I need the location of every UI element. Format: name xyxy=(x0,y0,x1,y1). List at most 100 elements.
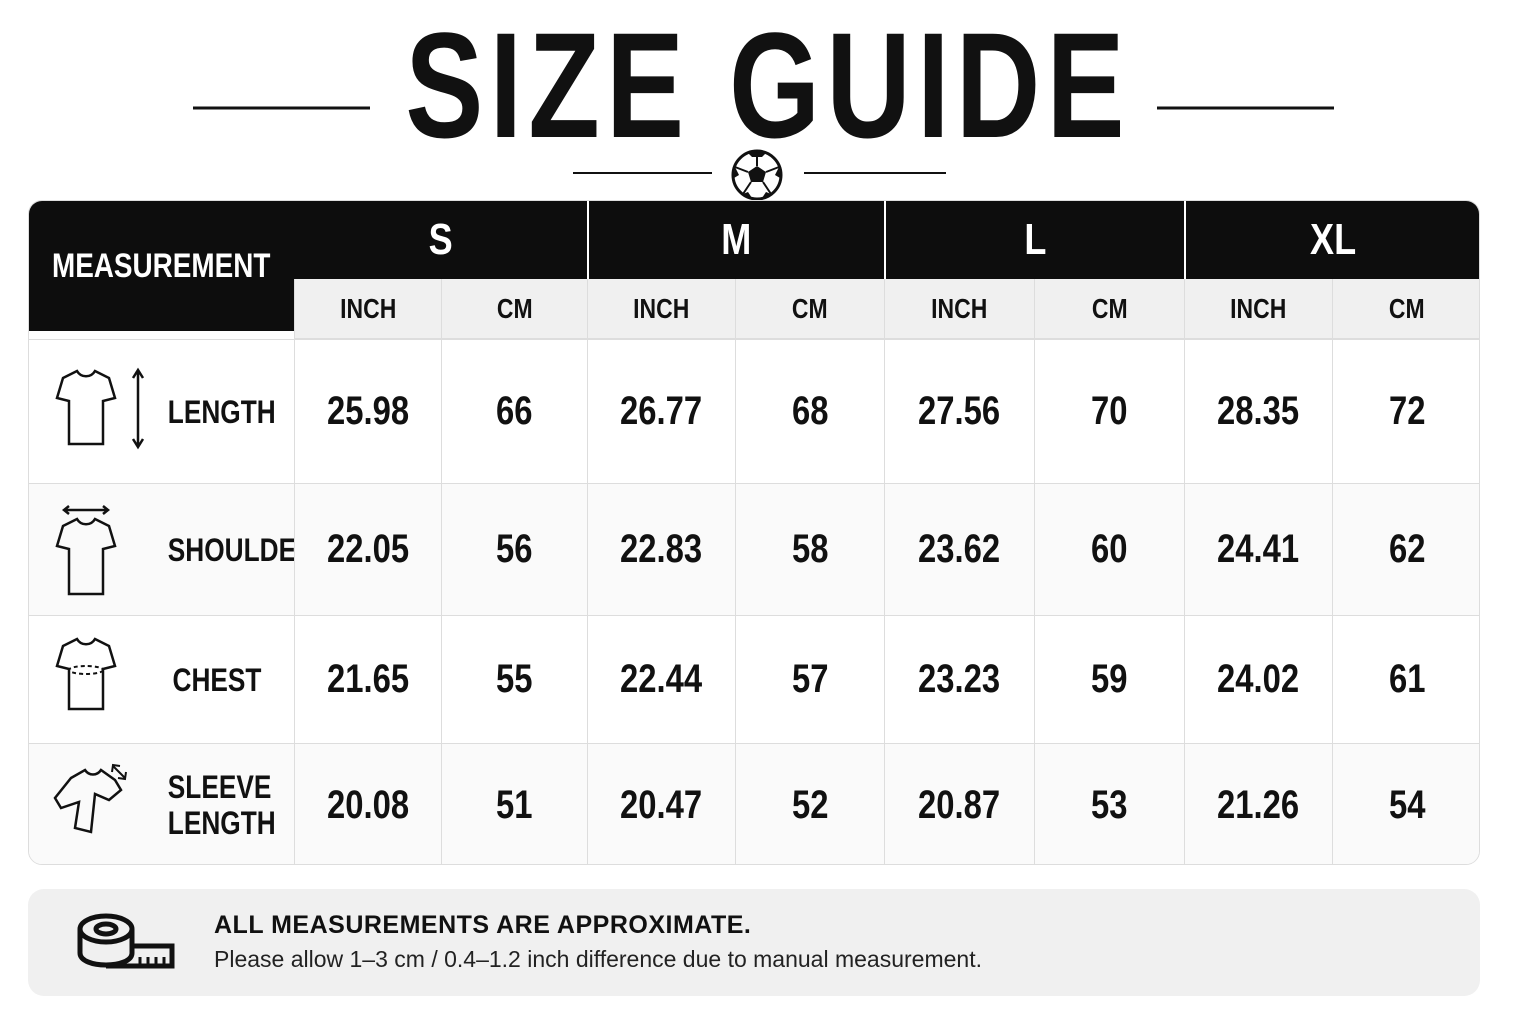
value-cell: 25.98 xyxy=(294,339,441,483)
unit-header: INCH xyxy=(294,279,441,339)
value-cell-text: 66 xyxy=(496,389,533,433)
value-cell: 26.77 xyxy=(587,339,735,483)
value-cell: 51 xyxy=(441,743,587,864)
value-cell: 22.44 xyxy=(587,615,735,743)
value-cell: 60 xyxy=(1034,483,1184,615)
value-cell-text: 23.23 xyxy=(918,657,1001,701)
value-cell: 24.02 xyxy=(1184,615,1332,743)
value-cell: 70 xyxy=(1034,339,1184,483)
row-label: LENGTH xyxy=(144,340,289,483)
note-box: ALL MEASUREMENTS ARE APPROXIMATE. Please… xyxy=(28,889,1480,996)
row-label: SHOULDER xyxy=(144,484,315,615)
shirt-icon xyxy=(55,505,117,596)
value-cell-text: 22.05 xyxy=(326,527,410,571)
value-cell: 62 xyxy=(1332,483,1479,615)
value-cell-text: 25.98 xyxy=(326,389,410,433)
value-cell: 20.08 xyxy=(294,743,441,864)
unit-header: CM xyxy=(441,279,587,339)
value-cell-text: 58 xyxy=(791,527,829,571)
value-cell-text: 57 xyxy=(791,657,829,701)
value-cell-text: 22.83 xyxy=(620,527,703,571)
row-label-text: CHEST xyxy=(172,661,261,698)
unit-header-text: INCH xyxy=(633,292,690,324)
value-cell-text: 61 xyxy=(1388,657,1426,701)
value-cell-text: 21.65 xyxy=(326,657,410,701)
value-cell: 66 xyxy=(441,339,587,483)
value-cell: 72 xyxy=(1332,339,1479,483)
size-header: S xyxy=(294,201,587,279)
value-cell: 57 xyxy=(735,615,884,743)
value-cell-text: 24.02 xyxy=(1217,657,1300,701)
value-cell: 61 xyxy=(1332,615,1479,743)
unit-header-text: CM xyxy=(1091,292,1128,324)
row-label: SLEEVE LENGTH xyxy=(144,744,289,864)
size-header-text: L xyxy=(1023,215,1047,264)
size-header: XL xyxy=(1184,201,1479,279)
value-cell: 22.05 xyxy=(294,483,441,615)
shirt-icon xyxy=(53,763,127,834)
value-cell-text: 62 xyxy=(1388,527,1426,571)
value-cell-text: 21.26 xyxy=(1217,782,1300,827)
value-cell: 55 xyxy=(441,615,587,743)
unit-header-text: CM xyxy=(792,292,828,324)
unit-header: INCH xyxy=(587,279,735,339)
value-cell-text: 20.87 xyxy=(918,782,1001,827)
value-cell-text: 56 xyxy=(496,527,533,571)
size-table: MEASUREMENT S INCH CM M INCH CM L INCH CM XL INCH CM… xyxy=(28,200,1480,865)
value-cell-text: 59 xyxy=(1091,657,1128,701)
value-cell: 56 xyxy=(441,483,587,615)
size-header-text: S xyxy=(428,215,453,264)
value-cell-text: 23.62 xyxy=(918,527,1001,571)
unit-header-text: INCH xyxy=(1230,292,1287,324)
tape-icon xyxy=(77,913,175,969)
value-cell-text: 22.44 xyxy=(620,657,703,701)
value-cell-text: 27.56 xyxy=(918,389,1001,433)
size-header-text: XL xyxy=(1310,215,1357,264)
value-cell-text: 55 xyxy=(496,657,533,701)
size-header: M xyxy=(587,201,884,279)
value-cell-text: 28.35 xyxy=(1217,389,1300,433)
row-label-text: LENGTH xyxy=(167,393,276,430)
unit-header-text: INCH xyxy=(339,292,397,324)
size-header-text: M xyxy=(721,215,752,264)
value-cell-text: 20.08 xyxy=(326,782,410,827)
row-label-text: SHOULDER xyxy=(167,531,315,568)
value-cell: 59 xyxy=(1034,615,1184,743)
value-cell: 22.83 xyxy=(587,483,735,615)
value-cell-text: 60 xyxy=(1091,527,1128,571)
row-label-cell: SLEEVE LENGTH xyxy=(29,743,294,864)
value-cell-text: 24.41 xyxy=(1217,527,1300,571)
title-decoration xyxy=(193,106,1334,201)
value-cell: 23.62 xyxy=(884,483,1034,615)
note-text: Please allow 1–3 cm / 0.4–1.2 inch diffe… xyxy=(214,946,982,972)
value-cell: 20.87 xyxy=(884,743,1034,864)
value-cell: 21.26 xyxy=(1184,743,1332,864)
value-cell: 20.47 xyxy=(587,743,735,864)
row-label-cell: CHEST xyxy=(29,615,294,743)
corner-header: MEASUREMENT xyxy=(29,201,294,331)
unit-header-text: INCH xyxy=(931,292,988,324)
value-cell: 58 xyxy=(735,483,884,615)
value-cell-text: 54 xyxy=(1388,782,1426,827)
title: SIZE GUIDE xyxy=(0,10,1536,160)
value-cell-text: 51 xyxy=(496,782,533,827)
row-label: CHEST xyxy=(144,616,289,743)
size-header: L xyxy=(884,201,1184,279)
unit-header-text: CM xyxy=(496,292,533,324)
unit-header: CM xyxy=(1332,279,1479,339)
value-cell: 68 xyxy=(735,339,884,483)
value-cell: 21.65 xyxy=(294,615,441,743)
unit-header-text: CM xyxy=(1389,292,1425,324)
row-label-text: SLEEVE LENGTH xyxy=(167,769,276,841)
value-cell: 28.35 xyxy=(1184,339,1332,483)
value-cell: 53 xyxy=(1034,743,1184,864)
value-cell: 54 xyxy=(1332,743,1479,864)
row-label-cell: LENGTH xyxy=(29,339,294,483)
unit-header: CM xyxy=(735,279,884,339)
unit-header: CM xyxy=(1034,279,1184,339)
shirt-icon xyxy=(55,367,145,450)
corner-header-text: MEASUREMENT xyxy=(52,246,271,285)
value-cell-text: 26.77 xyxy=(620,389,703,433)
value-cell-text: 72 xyxy=(1388,389,1426,433)
